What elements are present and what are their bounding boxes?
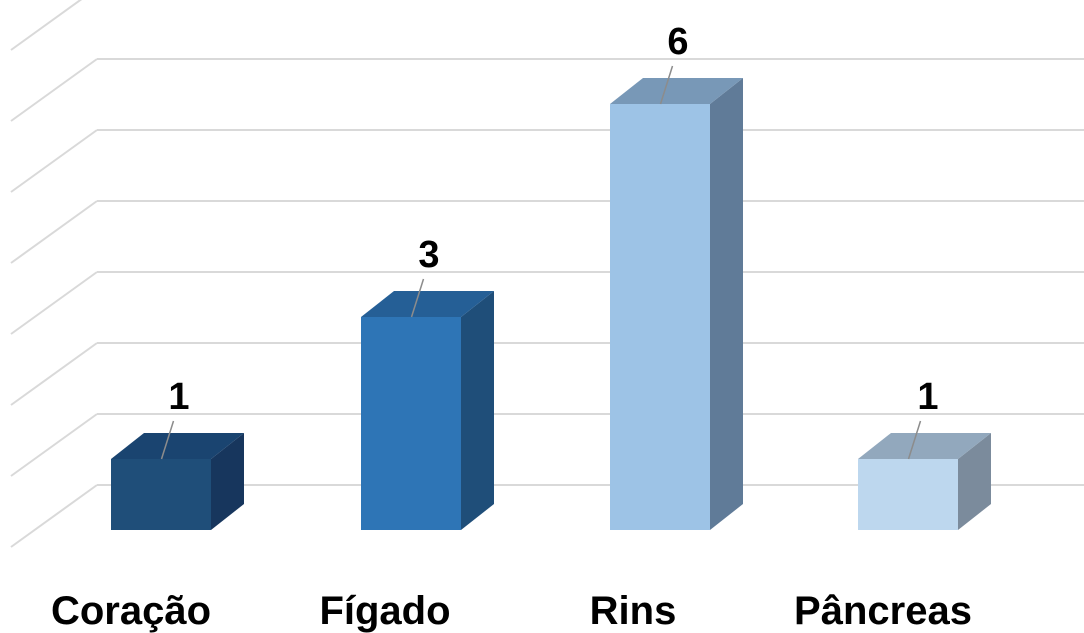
data-label-leader (160, 420, 175, 460)
gridline-depth-6 (10, 58, 98, 122)
bar-top-face (858, 433, 991, 459)
data-label: 6 (667, 21, 688, 63)
bar-top-face (111, 433, 244, 459)
bar-2 (610, 78, 743, 530)
bar-side-face (958, 433, 991, 530)
gridline-depth-7 (10, 0, 83, 51)
gridline-depth-0 (10, 484, 98, 548)
bar-front-face (361, 317, 461, 530)
gridline-depth-5 (10, 129, 98, 193)
category-label: Coração (51, 589, 211, 633)
gridline-depth-1 (10, 413, 98, 477)
gridline-depth-3 (10, 271, 98, 335)
data-label-leader (659, 65, 674, 105)
data-label: 1 (917, 376, 938, 418)
gridline-depth-4 (10, 200, 98, 264)
data-label: 3 (418, 234, 439, 276)
category-label: Pâncreas (794, 589, 972, 633)
category-labels: Coração Fígado Rins Pâncreas (51, 589, 972, 633)
bar-top-face (610, 78, 743, 104)
bar-front-face (111, 459, 211, 530)
gridlines (10, 0, 1084, 548)
bars (111, 78, 991, 530)
bar-top-face (361, 291, 494, 317)
category-label: Rins (590, 589, 677, 633)
bar-0 (111, 433, 244, 530)
bar-1 (361, 291, 494, 530)
data-label: 1 (168, 376, 189, 418)
bar-3 (858, 433, 991, 530)
bar-side-face (461, 291, 494, 530)
data-label-leader (907, 420, 922, 460)
category-label: Fígado (319, 589, 450, 633)
gridline-depth-2 (10, 342, 98, 406)
bar-side-face (211, 433, 244, 530)
bar-side-face (710, 78, 743, 530)
data-label-leader (410, 278, 425, 318)
bar-front-face (610, 104, 710, 530)
data-labels: 1 3 6 1 (160, 21, 939, 460)
bar-front-face (858, 459, 958, 530)
